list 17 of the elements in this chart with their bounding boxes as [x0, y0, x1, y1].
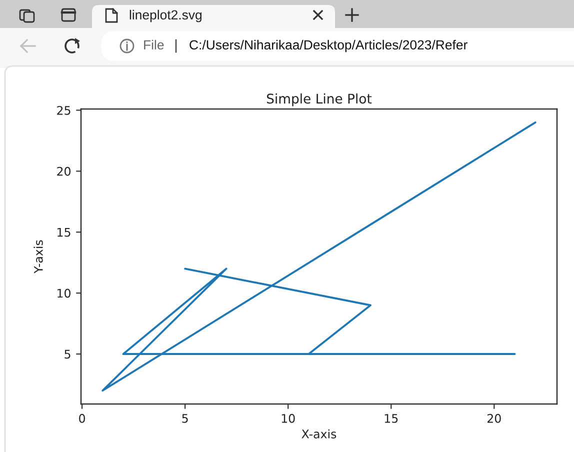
- chart-title: Simple Line Plot: [266, 93, 372, 106]
- x-tick-label: 10: [282, 414, 295, 423]
- text: File: [144, 40, 164, 50]
- x-axis-title: X-axis: [302, 429, 336, 438]
- y-axis-title: Y-axis: [34, 240, 43, 274]
- x-tick-label: 5: [182, 414, 188, 423]
- text: lineplot2.svg: [130, 10, 202, 22]
- x-tick-label: 20: [488, 414, 501, 423]
- y-tick-label: 20: [57, 166, 70, 176]
- x-tick-label: 0: [79, 414, 85, 423]
- y-tick-label: 15: [58, 228, 70, 237]
- y-tick-label: 10: [58, 288, 70, 298]
- y-tick-label: 25: [57, 106, 70, 115]
- line-series: [102, 121, 536, 392]
- x-tick-label: 15: [384, 414, 398, 423]
- y-tick-label: 5: [64, 350, 70, 359]
- text: C:/Users/Niharikaa/Desktop/Articles/2023/Refer: [190, 40, 468, 52]
